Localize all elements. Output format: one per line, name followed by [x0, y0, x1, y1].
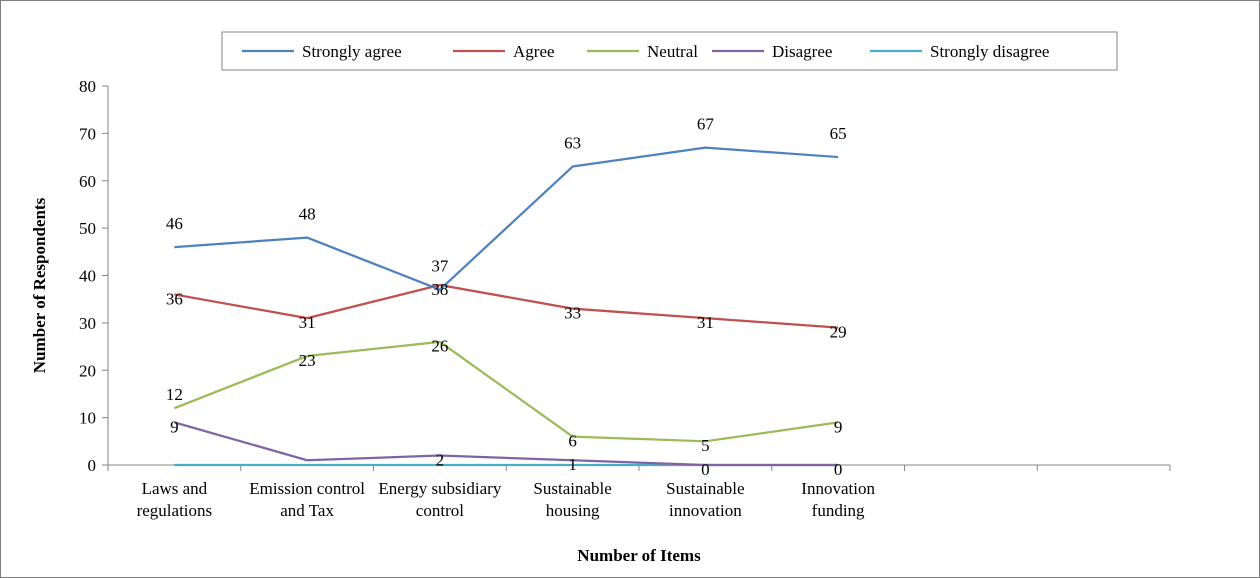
data-label: 6: [568, 431, 577, 450]
data-label: 9: [834, 417, 843, 436]
data-label: 48: [299, 205, 316, 224]
data-label: 46: [166, 214, 183, 233]
x-category-label: control: [416, 501, 464, 520]
data-label: 12: [166, 385, 183, 404]
x-category-label: Innovation: [801, 479, 875, 498]
x-category-label: regulations: [137, 501, 213, 520]
y-tick-label: 80: [79, 77, 96, 96]
data-label: 31: [697, 313, 714, 332]
data-label: 0: [701, 460, 710, 479]
data-label: 9: [170, 417, 179, 436]
series-line-neutral: [173, 340, 839, 443]
legend-box: [221, 31, 1118, 71]
data-label: 29: [830, 323, 847, 342]
x-category-label: Laws and: [142, 479, 208, 498]
x-category-label: Energy subsidiary: [378, 479, 501, 498]
y-axis-title: Number of Respondents: [30, 197, 49, 373]
data-label: 23: [299, 351, 316, 370]
y-tick-label: 20: [79, 361, 96, 380]
data-label: 36: [166, 289, 183, 308]
y-tick-label: 70: [79, 124, 96, 143]
x-category-label: housing: [546, 501, 600, 520]
legend-label: Strongly agree: [302, 42, 402, 61]
y-tick-label: 50: [79, 219, 96, 238]
data-label: 37: [431, 257, 449, 276]
y-tick-label: 60: [79, 172, 96, 191]
legend-label: Neutral: [647, 42, 698, 61]
y-tick-label: 10: [79, 409, 96, 428]
legend-label: Disagree: [772, 42, 832, 61]
y-tick-label: 0: [88, 456, 97, 475]
data-label: 26: [431, 337, 448, 356]
data-label: 31: [299, 313, 316, 332]
series-line-strongly-agree: [174, 146, 839, 291]
x-category-label: Sustainable: [666, 479, 744, 498]
series-line-agree: [174, 283, 839, 329]
data-label: 0: [834, 460, 843, 479]
data-label: 67: [697, 114, 715, 133]
data-label: 5: [701, 436, 710, 455]
data-label: 63: [564, 133, 581, 152]
x-category-label: and Tax: [280, 501, 334, 520]
legend-label: Agree: [513, 42, 555, 61]
x-axis-title: Number of Items: [577, 546, 701, 565]
x-category-label: Sustainable: [533, 479, 611, 498]
data-label: 65: [830, 124, 847, 143]
x-category-label: funding: [812, 501, 865, 520]
x-category-label: Emission control: [249, 479, 365, 498]
series-line-disagree: [174, 421, 839, 467]
data-label: 1: [568, 455, 577, 474]
data-label: 2: [436, 450, 445, 469]
legend-label: Strongly disagree: [930, 42, 1049, 61]
y-tick-label: 40: [79, 267, 96, 286]
data-label: 38: [431, 280, 448, 299]
data-label: 33: [564, 304, 581, 323]
y-tick-label: 30: [79, 314, 96, 333]
x-category-label: innovation: [669, 501, 742, 520]
